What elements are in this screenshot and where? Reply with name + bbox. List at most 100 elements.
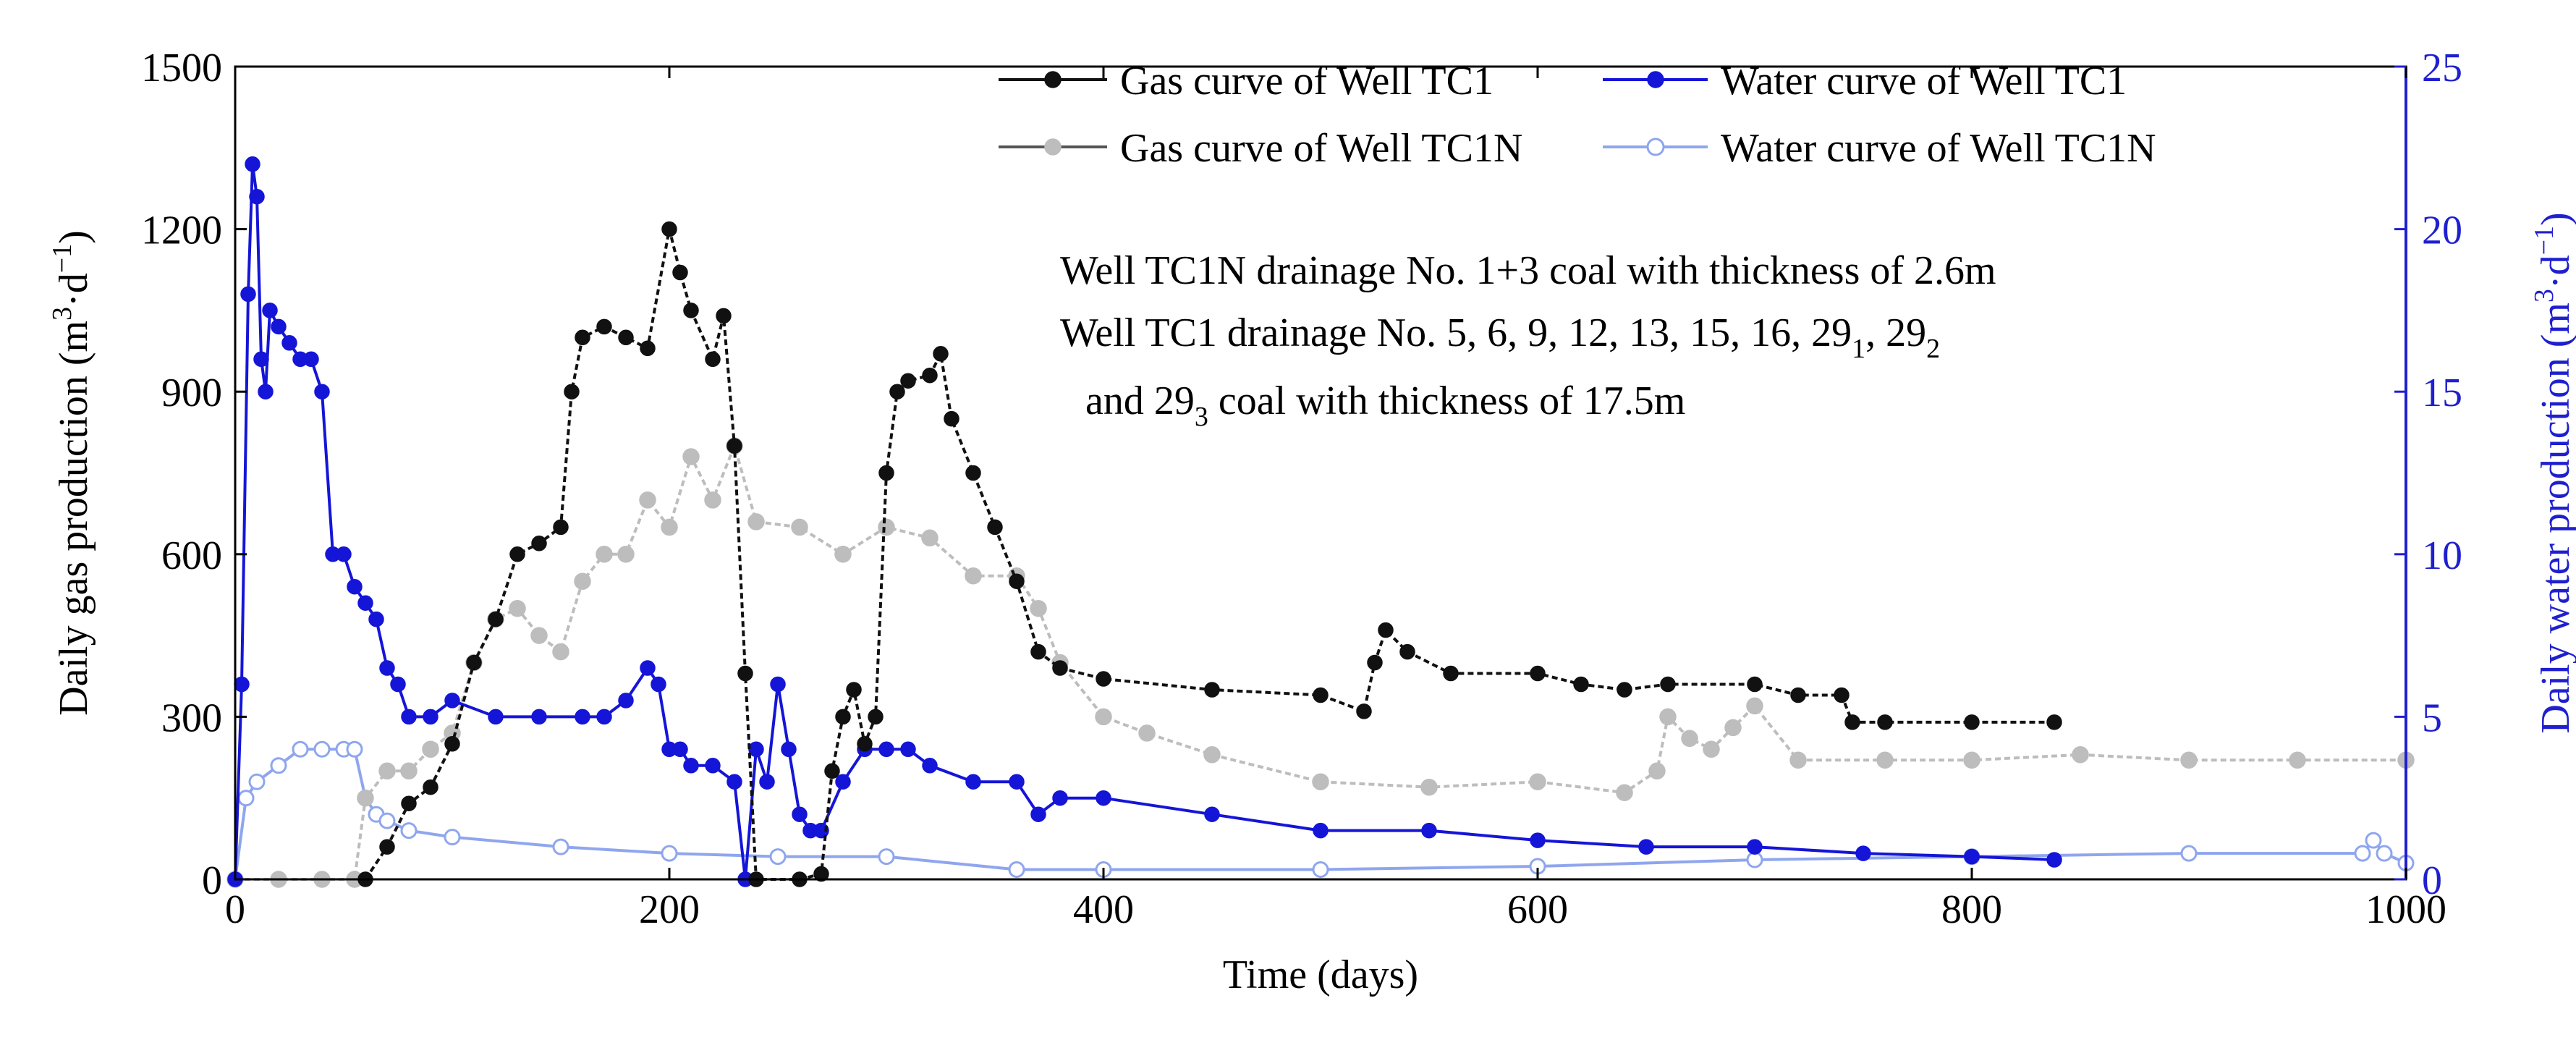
data-point: [1963, 751, 1980, 769]
data-point: [1724, 719, 1742, 737]
data-point: [770, 676, 786, 693]
data-point: [835, 709, 851, 725]
series-gas-tc1: [357, 221, 2062, 887]
y-left-tick-label: 600: [161, 533, 222, 578]
y-left-tick-label: 900: [161, 371, 222, 415]
data-point: [400, 762, 418, 780]
data-point: [1378, 622, 1394, 638]
data-point: [1703, 740, 1720, 758]
data-point: [368, 611, 384, 627]
data-point: [1443, 665, 1459, 682]
data-point: [1747, 676, 1763, 693]
data-point: [553, 519, 569, 536]
series-layer: [226, 156, 2415, 888]
legend-swatch-marker: [1646, 138, 1665, 156]
data-point: [2354, 845, 2371, 862]
right-y-axis-title: Daily water production (m3·d−1): [2529, 212, 2576, 733]
data-point: [639, 491, 656, 509]
data-point: [509, 599, 526, 617]
x-tick-label: 1000: [2365, 887, 2446, 932]
y-left-tick-label: 0: [202, 858, 222, 903]
data-point: [1659, 708, 1677, 726]
data-point: [868, 709, 884, 725]
data-point: [704, 491, 721, 509]
legend: Gas curve of Well TC1 Water curve of Wel…: [999, 59, 2156, 171]
data-point: [1203, 746, 1221, 764]
y-right-tick-label: 5: [2422, 696, 2442, 740]
data-point: [1009, 573, 1025, 589]
data-point: [1356, 703, 1372, 719]
data-point: [488, 611, 504, 627]
data-point: [1747, 839, 1763, 855]
data-point: [1844, 714, 1860, 730]
data-point: [270, 757, 287, 774]
data-point: [1746, 851, 1763, 868]
data-point: [1617, 682, 1632, 698]
data-point: [1964, 848, 1980, 865]
data-point: [596, 546, 613, 563]
data-point: [240, 286, 256, 303]
data-point: [2289, 751, 2306, 769]
data-point: [857, 736, 873, 752]
y-left-tick-label: 1200: [141, 208, 222, 253]
data-point: [596, 709, 612, 725]
data-point: [509, 546, 525, 562]
x-tick-label: 600: [1507, 887, 1568, 932]
legend-label: Water curve of Well TC1N: [1721, 126, 2156, 171]
data-point: [564, 384, 580, 399]
legend-label: Gas curve of Well TC1: [1120, 59, 1494, 103]
data-point: [921, 529, 939, 547]
data-point: [682, 448, 700, 465]
data-point: [1312, 861, 1329, 878]
data-point: [1204, 806, 1220, 822]
data-point: [1096, 671, 1111, 687]
data-point: [596, 318, 612, 335]
data-point: [878, 741, 894, 758]
x-tick-label: 200: [639, 887, 700, 932]
data-point: [281, 335, 297, 351]
data-point: [661, 221, 677, 237]
data-point: [2072, 746, 2089, 764]
data-point: [922, 758, 938, 774]
data-point: [530, 627, 548, 644]
data-point: [378, 812, 396, 829]
data-point: [423, 709, 438, 725]
data-point: [1030, 806, 1046, 822]
data-point: [248, 773, 266, 790]
data-point: [618, 693, 634, 709]
data-point: [705, 351, 721, 368]
legend-label: Water curve of Well TC1: [1721, 59, 2127, 103]
legend-item-gas-tc1: Gas curve of Well TC1: [999, 59, 1494, 103]
data-point: [400, 822, 418, 840]
data-point: [889, 384, 905, 399]
axes-layer: [234, 65, 2407, 881]
legend-item-water-tc1n: Water curve of Well TC1N: [1603, 126, 2156, 171]
data-point: [1648, 762, 1666, 780]
data-point: [347, 578, 363, 595]
series-water-tc1n: [226, 740, 2415, 888]
data-point: [965, 465, 981, 481]
annotation-line-2: Well TC1 drainage No. 5, 6, 9, 12, 13, 1…: [1060, 310, 1940, 364]
data-point: [1009, 774, 1025, 790]
data-point: [1638, 839, 1654, 855]
data-point: [234, 676, 250, 693]
data-point: [552, 838, 569, 855]
y-left-tick-label: 300: [161, 696, 222, 740]
data-point: [378, 762, 396, 780]
data-point: [944, 410, 959, 427]
data-point: [661, 518, 678, 536]
data-point: [2180, 751, 2198, 769]
data-point: [262, 303, 278, 318]
data-point: [933, 346, 949, 362]
data-point: [1660, 676, 1676, 693]
data-point: [737, 665, 753, 682]
data-point: [791, 518, 808, 536]
data-point: [651, 676, 666, 693]
data-point: [1399, 643, 1415, 660]
data-point: [574, 572, 591, 590]
data-point: [1008, 861, 1025, 878]
data-point: [466, 654, 482, 671]
data-point: [531, 709, 547, 725]
